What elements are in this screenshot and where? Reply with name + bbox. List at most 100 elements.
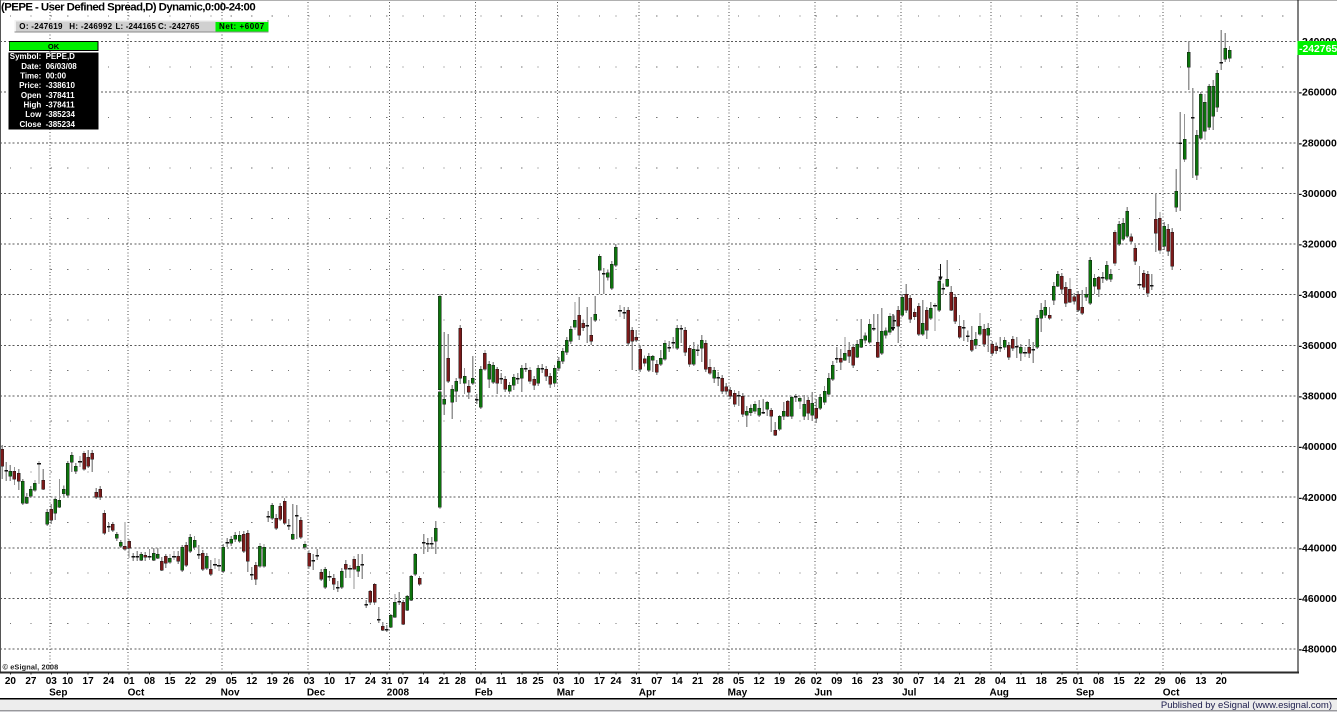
svg-text:Jun: Jun (814, 688, 832, 699)
svg-text:-480000: -480000 (1299, 645, 1337, 656)
svg-text:12: 12 (754, 676, 766, 687)
svg-text:19: 19 (267, 676, 279, 687)
svg-text:10: 10 (324, 676, 336, 687)
svg-text:04: 04 (995, 676, 1007, 687)
svg-text:09: 09 (831, 676, 843, 687)
svg-text:H: -246992: H: -246992 (69, 22, 112, 31)
svg-text:Dec: Dec (307, 688, 326, 699)
svg-text:01: 01 (123, 676, 135, 687)
svg-text:30: 30 (893, 676, 905, 687)
svg-text:Close: Close (20, 120, 42, 129)
svg-text:17: 17 (83, 676, 95, 687)
svg-text:16: 16 (852, 676, 864, 687)
svg-text:C: -242765: C: -242765 (158, 22, 200, 31)
svg-text:Time:: Time: (20, 72, 41, 81)
svg-text:Feb: Feb (475, 688, 493, 699)
svg-text:05: 05 (733, 676, 745, 687)
svg-text:21: 21 (438, 676, 450, 687)
svg-text:14: 14 (934, 676, 946, 687)
svg-text:04: 04 (475, 676, 487, 687)
svg-text:07: 07 (913, 676, 925, 687)
svg-text:26: 26 (794, 676, 806, 687)
svg-text:26: 26 (283, 676, 295, 687)
svg-text:20: 20 (1216, 676, 1228, 687)
svg-text:06/03/08: 06/03/08 (46, 62, 78, 71)
svg-text:15: 15 (1114, 676, 1126, 687)
svg-text:31: 31 (631, 676, 643, 687)
svg-text:-260000: -260000 (1299, 88, 1337, 99)
svg-text:24: 24 (103, 676, 115, 687)
svg-text:28: 28 (713, 676, 725, 687)
svg-text:Low: Low (25, 110, 42, 119)
svg-text:Published by eSignal (www.esig: Published by eSignal (www.esignal.com) (1161, 700, 1332, 711)
svg-text:17: 17 (344, 676, 356, 687)
svg-text:-242765: -242765 (1299, 44, 1337, 55)
svg-text:28: 28 (455, 676, 467, 687)
svg-text:00:00: 00:00 (46, 72, 67, 81)
svg-text:Sep: Sep (49, 688, 67, 699)
svg-text:17: 17 (594, 676, 606, 687)
svg-text:11: 11 (496, 676, 507, 687)
svg-text:Sep: Sep (1076, 688, 1094, 699)
svg-text:27: 27 (25, 676, 37, 687)
svg-text:-400000: -400000 (1299, 442, 1337, 453)
svg-text:07: 07 (398, 676, 410, 687)
svg-text:18: 18 (1036, 676, 1048, 687)
svg-text:19: 19 (774, 676, 786, 687)
svg-text:Jul: Jul (902, 688, 917, 699)
svg-text:21: 21 (692, 676, 704, 687)
svg-text:08: 08 (1093, 676, 1105, 687)
svg-text:21: 21 (954, 676, 966, 687)
svg-text:03: 03 (553, 676, 565, 687)
svg-text:10: 10 (573, 676, 585, 687)
svg-text:01: 01 (1073, 676, 1085, 687)
svg-text:24: 24 (610, 676, 622, 687)
svg-text:-385234: -385234 (46, 110, 76, 119)
svg-text:-340000: -340000 (1299, 290, 1337, 301)
svg-text:Mar: Mar (557, 688, 575, 699)
svg-text:-385234: -385234 (46, 120, 76, 129)
svg-text:-360000: -360000 (1299, 341, 1337, 352)
svg-text:03: 03 (303, 676, 315, 687)
svg-text:2008: 2008 (387, 688, 410, 699)
svg-text:O: -247619: O: -247619 (19, 22, 63, 31)
svg-text:-380000: -380000 (1299, 392, 1337, 403)
svg-text:High: High (24, 101, 42, 110)
svg-text:Date:: Date: (21, 62, 41, 71)
svg-text:31: 31 (381, 676, 393, 687)
svg-text:Oct: Oct (1163, 688, 1180, 699)
svg-text:11: 11 (1016, 676, 1027, 687)
svg-text:29: 29 (205, 676, 217, 687)
svg-text:-378411: -378411 (46, 91, 75, 100)
svg-text:15: 15 (164, 676, 176, 687)
svg-text:06: 06 (1175, 676, 1187, 687)
svg-text:Oct: Oct (128, 688, 145, 699)
svg-text:-460000: -460000 (1299, 594, 1337, 605)
svg-text:03: 03 (46, 676, 58, 687)
svg-text:Nov: Nov (221, 688, 240, 699)
svg-text:22: 22 (185, 676, 197, 687)
svg-text:24: 24 (365, 676, 377, 687)
svg-text:© eSignal, 2008: © eSignal, 2008 (3, 662, 59, 671)
svg-text:13: 13 (1195, 676, 1207, 687)
svg-text:25: 25 (533, 676, 545, 687)
svg-text:-320000: -320000 (1299, 240, 1337, 251)
svg-text:28: 28 (974, 676, 986, 687)
svg-text:07: 07 (651, 676, 663, 687)
svg-text:-420000: -420000 (1299, 493, 1337, 504)
svg-text:14: 14 (672, 676, 684, 687)
svg-text:12: 12 (246, 676, 258, 687)
svg-text:Open: Open (21, 91, 42, 100)
svg-text:L: -244165: L: -244165 (116, 22, 157, 31)
svg-text:20: 20 (5, 676, 17, 687)
svg-text:23: 23 (872, 676, 884, 687)
svg-text:Symbol:: Symbol: (10, 52, 42, 61)
svg-text:25: 25 (1056, 676, 1068, 687)
svg-text:29: 29 (1154, 676, 1166, 687)
svg-text:-280000: -280000 (1299, 138, 1337, 149)
svg-text:02: 02 (811, 676, 823, 687)
svg-text:22: 22 (1134, 676, 1146, 687)
svg-text:PEPE,D: PEPE,D (46, 52, 76, 61)
svg-text:May: May (728, 688, 748, 699)
svg-text:05: 05 (226, 676, 238, 687)
